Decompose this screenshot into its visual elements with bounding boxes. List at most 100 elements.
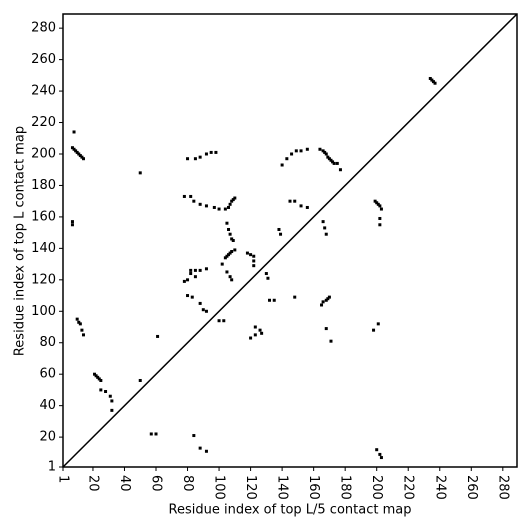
contact-point (220, 262, 224, 266)
contact-point (78, 322, 82, 326)
contact-point (249, 336, 253, 340)
contact-point (110, 399, 114, 403)
contact-point (233, 248, 237, 252)
contact-point (430, 78, 434, 82)
contact-point (329, 339, 333, 343)
contact-point (110, 408, 114, 412)
x-tick-label: 240 (432, 475, 447, 500)
x-tick-label: 160 (306, 475, 321, 500)
contact-point (252, 254, 256, 258)
x-tick-label: 80 (180, 475, 195, 492)
contact-point (78, 154, 82, 158)
x-tick-label: 20 (85, 475, 100, 492)
contact-point (338, 168, 342, 172)
contact-point (321, 220, 325, 224)
contact-point (321, 149, 325, 153)
contact-point (108, 394, 112, 398)
contact-point (228, 251, 232, 255)
plot-frame (62, 13, 518, 468)
contact-point (186, 278, 190, 282)
contact-point (99, 378, 103, 382)
contact-point (277, 227, 281, 231)
contact-point (230, 237, 234, 241)
contact-point (70, 220, 74, 224)
contact-point (378, 216, 382, 220)
x-tick-label: 220 (401, 475, 416, 500)
contact-point (190, 295, 194, 299)
contact-point (253, 325, 257, 329)
y-tick-label: 40 (39, 398, 56, 413)
contact-point (193, 157, 197, 161)
contact-point (94, 374, 98, 378)
contact-point (324, 152, 328, 156)
contact-point (323, 226, 327, 230)
contact-point (372, 328, 376, 332)
contact-point (332, 161, 336, 165)
y-tick-label: 160 (31, 209, 56, 224)
contact-point (97, 377, 101, 381)
contact-point (288, 199, 292, 203)
y-tick-label: 280 (31, 21, 56, 36)
contact-point (225, 254, 229, 258)
contact-point (225, 270, 229, 274)
contact-point (189, 268, 193, 272)
contact-point (253, 333, 257, 337)
x-tick-label: 280 (495, 475, 510, 500)
contact-point (299, 149, 303, 153)
contact-point (318, 147, 322, 151)
x-tick-label: 1 (56, 475, 71, 483)
contact-point (329, 158, 333, 162)
contact-point (321, 300, 325, 304)
y-tick-label: 240 (31, 84, 56, 99)
contact-point (75, 150, 79, 154)
contact-point (193, 275, 197, 279)
y-tick-label: 140 (31, 241, 56, 256)
contact-point (376, 202, 380, 206)
contact-point (223, 207, 227, 211)
contact-point (379, 456, 383, 460)
contact-point (204, 204, 208, 208)
contact-point (252, 259, 256, 263)
contact-point (225, 221, 229, 225)
y-tick-label: 260 (31, 52, 56, 67)
contact-point (285, 157, 289, 161)
contact-point (260, 331, 264, 335)
contact-point (252, 264, 256, 268)
contact-point (138, 378, 142, 382)
contact-point (96, 375, 100, 379)
x-axis-label: Residue index of top L/5 contact map (169, 503, 412, 518)
contact-point (193, 268, 197, 272)
contact-point (230, 278, 234, 282)
x-tick-label: 60 (149, 475, 164, 492)
contact-point (198, 202, 202, 206)
contact-point (212, 205, 216, 209)
contact-point (204, 449, 208, 453)
contact-point (324, 232, 328, 236)
x-tick-label: 200 (369, 475, 384, 500)
contact-point (266, 276, 270, 280)
contact-point (324, 327, 328, 331)
contact-point (305, 147, 309, 151)
contact-point (264, 272, 268, 276)
contact-point (378, 452, 382, 456)
contact-point (324, 298, 328, 302)
y-axis-label: Residue index of top L contact map (13, 126, 28, 356)
contact-point (217, 319, 221, 323)
y-tick-label: 120 (31, 272, 56, 287)
contact-point (258, 328, 262, 332)
contact-point (323, 150, 327, 154)
contact-point (293, 199, 297, 203)
contact-point (299, 204, 303, 208)
contact-point (331, 160, 335, 164)
contact-point (233, 196, 237, 200)
contact-point (99, 388, 103, 392)
contact-point (227, 253, 231, 257)
contact-point (72, 147, 76, 151)
contact-point (186, 294, 190, 298)
x-tick-label: 40 (117, 475, 132, 492)
contact-point (198, 155, 202, 159)
contact-point (272, 298, 276, 302)
contact-point (376, 322, 380, 326)
contact-point (138, 171, 142, 175)
